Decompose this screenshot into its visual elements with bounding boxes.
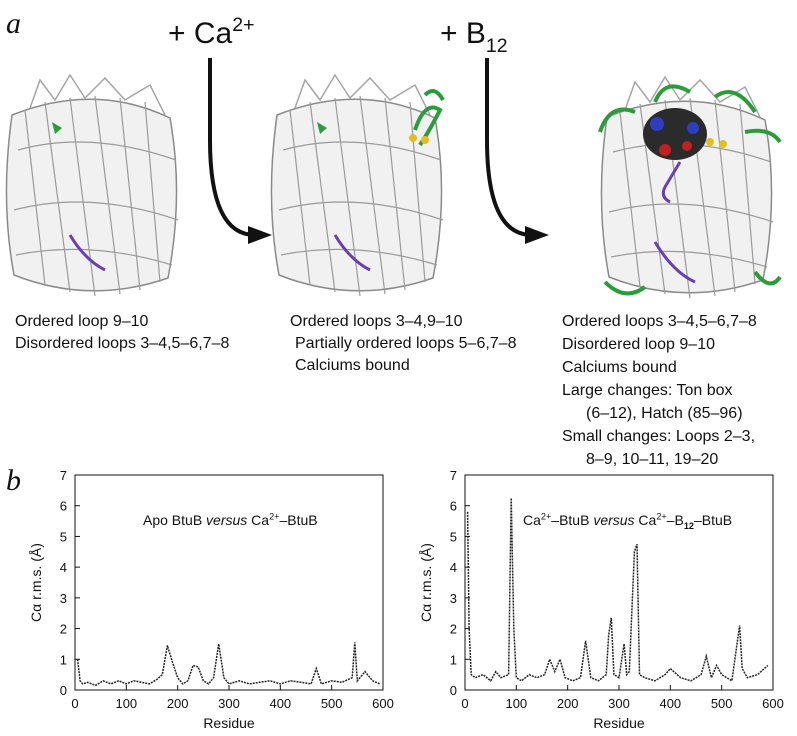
text-part: 12	[684, 521, 694, 531]
protein-ca	[270, 74, 445, 297]
text-part: 12	[486, 35, 508, 57]
y-tick-label: 4	[450, 560, 457, 575]
x-tick-label: 300	[608, 696, 630, 711]
y-tick-label: 5	[60, 529, 67, 544]
state-text: Ordered loop 9–10	[15, 313, 149, 330]
x-tick-label: 400	[269, 696, 291, 711]
x-axis-label: Residue	[203, 715, 255, 731]
y-tick-label: 2	[450, 622, 457, 637]
x-tick-label: 100	[115, 696, 137, 711]
arrow-label: + B12	[440, 17, 508, 57]
y-tick-label: 6	[450, 499, 457, 514]
state-text: Ordered loops 3–4,9–10	[290, 313, 463, 330]
data-line	[466, 497, 769, 683]
text-part: versus	[593, 512, 634, 528]
text-part: versus	[206, 512, 247, 528]
text-part: Ca	[523, 512, 541, 528]
state-text: Small changes: Loops 2–3,	[562, 428, 755, 445]
text-part: Ca	[635, 512, 657, 528]
state-text: Partially ordered loops 5–6,7–8	[295, 335, 517, 352]
arrow	[485, 58, 549, 244]
y-tick-label: 1	[60, 652, 67, 667]
y-axis-label: Cα r.m.s. (Å)	[28, 543, 44, 622]
state-text: Disordered loop 9–10	[562, 336, 715, 353]
y-tick-label: 4	[60, 560, 67, 575]
text-part: 2+	[541, 511, 551, 521]
text-part: –BtuB	[279, 512, 317, 528]
state-text: Ordered loops 3–4,5–6,7–8	[562, 313, 757, 330]
annotation: Ca2+–BtuB versus Ca2+–B12–BtuB	[523, 511, 732, 531]
y-tick-label: 0	[450, 683, 457, 698]
arrow-label: + Ca2+	[168, 14, 254, 50]
x-tick-label: 0	[71, 696, 78, 711]
y-tick-label: 3	[450, 591, 457, 606]
y-tick-label: 7	[60, 468, 67, 483]
data-line	[76, 642, 381, 687]
y-tick-label: 2	[60, 622, 67, 637]
arrow	[208, 58, 272, 244]
chart: 0 1 2 3 4 5 6 7 0 100 200 300 400 500 600 Residue Cα r.m…	[28, 468, 394, 731]
x-tick-label: 200	[557, 696, 579, 711]
x-tick-label: 600	[762, 696, 784, 711]
text-part: –BtuB	[694, 512, 732, 528]
state-text: Calciums bound	[295, 357, 410, 374]
y-tick-label: 7	[450, 468, 457, 483]
protein-apo	[5, 74, 179, 297]
y-tick-label: 0	[60, 683, 67, 698]
text-part: 2+	[269, 511, 279, 521]
x-tick-label: 500	[321, 696, 343, 711]
x-tick-label: 600	[372, 696, 394, 711]
state-text: (6–12), Hatch (85–96)	[586, 405, 743, 422]
y-tick-label: 5	[450, 529, 457, 544]
x-tick-label: 100	[505, 696, 527, 711]
panel-label: b	[6, 464, 21, 497]
state-text: Disordered loops 3–4,5–6,7–8	[15, 335, 229, 352]
state-text: 8–9, 10–11, 19–20	[586, 451, 718, 468]
protein-ca-b12	[598, 76, 782, 299]
y-tick-label: 1	[450, 652, 457, 667]
state-text: Calciums bound	[562, 359, 677, 376]
y-tick-label: 3	[60, 591, 67, 606]
text-part: Ca	[247, 512, 269, 528]
text-part: –B	[667, 512, 684, 528]
plot-frame	[74, 474, 384, 691]
annotation: Apo BtuB versus Ca2+–BtuB	[143, 511, 318, 528]
text-part: 2+	[232, 14, 254, 36]
text-part: –BtuB	[551, 512, 593, 528]
y-tick-label: 6	[60, 499, 67, 514]
x-axis-label: Residue	[593, 715, 645, 731]
plot-frame	[464, 474, 774, 691]
panel-label: a	[6, 7, 21, 40]
x-tick-label: 0	[461, 696, 468, 711]
state-text: Large changes: Ton box	[562, 382, 733, 399]
text-part: Apo BtuB	[143, 512, 206, 528]
x-tick-label: 300	[218, 696, 240, 711]
text-part: 2+	[656, 511, 666, 521]
x-tick-label: 200	[167, 696, 189, 711]
y-axis-label: Cα r.m.s. (Å)	[418, 543, 434, 622]
x-tick-label: 400	[659, 696, 681, 711]
text-part: + B	[440, 17, 486, 50]
text-part: + Ca	[168, 17, 233, 50]
x-tick-label: 500	[711, 696, 733, 711]
